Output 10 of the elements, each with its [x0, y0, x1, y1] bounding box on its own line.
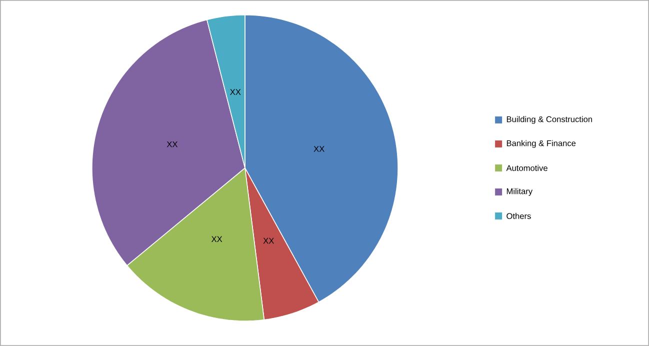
data-label: XX: [211, 236, 222, 242]
data-label: XX: [230, 89, 241, 95]
legend-label: Banking & Finance: [506, 140, 576, 148]
legend-label: Military: [506, 188, 533, 196]
legend-label: Automotive: [506, 164, 548, 172]
data-label: XX: [314, 146, 324, 152]
legend-label: Building & Construction: [506, 116, 592, 124]
legend-label: Others: [506, 212, 531, 220]
data-label: XX: [263, 238, 274, 244]
data-label: XX: [166, 142, 178, 148]
